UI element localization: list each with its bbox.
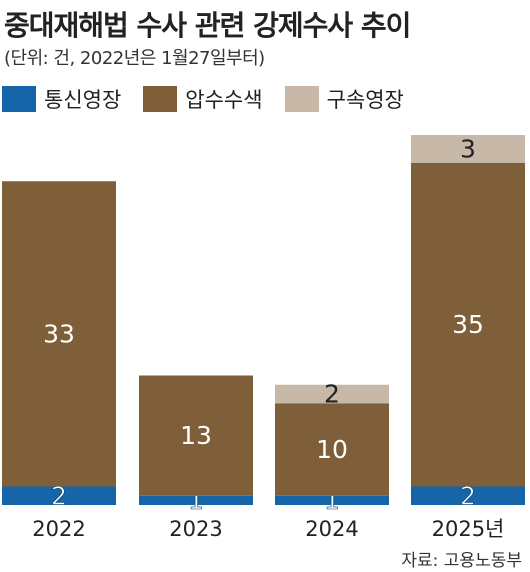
bar-2023-search-seizure [139, 375, 253, 496]
legend-label-search-seizure: 압수수색 [185, 88, 263, 112]
bar-2022-search-seizure [2, 181, 116, 487]
value-label-2022-search-seizure: 33 [43, 319, 75, 348]
legend: 통신영장 압수수색 구속영장 [2, 84, 416, 114]
x-tick-label-2023: 2023 [169, 517, 222, 541]
legend-item-communication-warrant: 통신영장 [2, 84, 121, 114]
bar-2025-communication-warrant [411, 486, 525, 505]
x-tick-label-2025: 2025년 [432, 517, 505, 541]
legend-label-communication-warrant: 통신영장 [44, 88, 122, 112]
value-label-2024-arrest-warrant: 2 [324, 380, 340, 409]
bar-2024-communication-warrant [275, 495, 389, 505]
x-tick-label-2022: 2022 [32, 517, 85, 541]
bar-2022-communication-warrant [2, 486, 116, 505]
value-label-2025-search-seizure: 35 [452, 310, 484, 339]
source-note: 자료: 고용노동부 [401, 551, 522, 571]
chart-subtitle: (단위: 건, 2022년은 1월27일부터) [4, 48, 265, 69]
legend-swatch-communication-warrant [2, 86, 36, 112]
bar-2024-search-seizure [275, 403, 389, 496]
legend-label-arrest-warrant: 구속영장 [326, 88, 404, 112]
legend-item-arrest-warrant: 구속영장 [284, 84, 404, 114]
legend-item-search-seizure: 압수수색 [143, 84, 263, 114]
legend-swatch-arrest-warrant [284, 86, 319, 112]
legend-swatch-search-seizure [143, 86, 178, 112]
value-label-2022-communication-warrant: 2 [51, 481, 67, 510]
value-label-2025-communication-warrant: 2 [460, 481, 476, 510]
value-label-2023-search-seizure: 13 [180, 421, 212, 450]
value-label-2024-search-seizure: 10 [316, 435, 348, 464]
bar-2023-communication-warrant [139, 495, 253, 505]
x-tick-label-2024: 2024 [305, 517, 358, 541]
bar-2025-arrest-warrant [411, 135, 525, 163]
bar-2024-arrest-warrant [275, 384, 389, 404]
bar-2025-search-seizure [411, 162, 525, 487]
value-label-2025-arrest-warrant: 3 [460, 134, 476, 163]
chart-title: 중대재해법 수사 관련 강제수사 추이 [4, 9, 411, 42]
